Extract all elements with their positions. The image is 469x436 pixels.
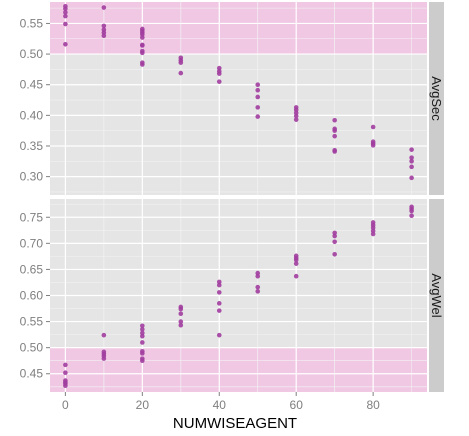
data-point	[216, 65, 222, 71]
data-point	[63, 370, 68, 376]
data-point	[409, 155, 414, 160]
x-axis-title: NUMWISEAGENT	[173, 415, 297, 432]
data-point	[140, 327, 145, 332]
panel-avgsec: 0.30 0.35 0.40 0.45 0.50 0.55 AvgSec	[20, 2, 444, 195]
data-point	[140, 48, 145, 54]
data-point	[332, 239, 337, 245]
data-point	[332, 117, 337, 123]
data-point	[255, 289, 261, 294]
y-tick-label: 0.45	[20, 78, 44, 92]
data-point	[140, 330, 145, 336]
data-point	[178, 322, 184, 328]
y-tick-label: 0.50	[20, 341, 44, 355]
facet-strip	[429, 2, 444, 195]
highlight-band	[50, 2, 427, 55]
x-tick-label: 0	[62, 398, 69, 412]
y-tick-label: 0.75	[20, 210, 44, 224]
data-point	[255, 94, 261, 100]
y-tick-label: 0.50	[20, 47, 44, 61]
data-point	[255, 114, 261, 119]
y-tick-label: 0.35	[20, 139, 44, 153]
x-tick-label: 40	[213, 398, 227, 412]
data-point	[409, 204, 414, 210]
panel-avgwel: 0.45 0.50 0.55 0.60 0.65 0.70 0.75 AvgWel	[20, 199, 444, 392]
facet-strip-label: AvgSec	[429, 76, 444, 121]
data-point	[140, 26, 145, 32]
x-tick-label: 80	[366, 398, 380, 412]
data-point	[101, 23, 107, 29]
data-point	[63, 41, 68, 47]
y-tick-label: 0.70	[20, 236, 44, 250]
data-point	[370, 139, 376, 144]
y-tick-label: 0.40	[20, 108, 44, 122]
data-point	[216, 308, 222, 313]
data-point	[255, 82, 261, 88]
panels-layer: 0.300.350.400.450.500.55AvgSec0.450.500.…	[20, 2, 444, 392]
data-point	[63, 10, 68, 15]
data-point	[101, 332, 107, 338]
data-point	[409, 159, 414, 164]
x-tick-label: 20	[136, 398, 150, 412]
data-point	[63, 3, 68, 9]
data-point	[255, 270, 261, 276]
data-point	[178, 304, 184, 310]
data-point	[370, 220, 376, 225]
data-point	[63, 362, 68, 368]
data-point	[332, 251, 337, 257]
data-point	[255, 87, 261, 93]
data-point	[293, 261, 299, 266]
y-tick-label: 0.55	[20, 315, 44, 329]
data-point	[178, 55, 184, 61]
data-point	[409, 213, 414, 218]
data-point	[332, 147, 337, 153]
data-point	[101, 5, 107, 10]
data-point	[63, 378, 68, 383]
data-point	[332, 230, 337, 236]
data-point	[332, 126, 337, 132]
data-point	[409, 147, 414, 152]
data-point	[178, 311, 184, 317]
y-tick-label: 0.60	[20, 289, 44, 303]
data-point	[216, 332, 222, 338]
data-point	[101, 27, 107, 32]
data-point	[216, 79, 222, 84]
data-point	[332, 133, 337, 139]
data-point	[140, 42, 145, 48]
data-point	[140, 60, 145, 65]
x-tick-label: 60	[290, 398, 304, 412]
facet-strip	[429, 199, 444, 392]
data-point	[63, 13, 68, 19]
data-point	[216, 279, 222, 285]
data-point	[293, 253, 299, 259]
data-point	[216, 301, 222, 306]
data-point	[101, 349, 107, 355]
y-tick-label: 0.65	[20, 262, 44, 276]
data-point	[370, 124, 376, 130]
data-point	[409, 164, 414, 170]
data-point	[216, 290, 222, 295]
y-tick-label: 0.55	[20, 16, 44, 30]
data-point	[293, 273, 299, 279]
data-point	[255, 284, 261, 290]
data-point	[140, 349, 145, 354]
data-point	[178, 319, 184, 324]
data-point	[63, 21, 68, 27]
x-axis: 0 20 40 60 80	[62, 392, 380, 412]
facet-strip-label: AvgWel	[429, 273, 444, 317]
data-point	[140, 323, 145, 329]
y-tick-label: 0.45	[20, 367, 44, 381]
data-point	[255, 105, 261, 110]
y-tick-label: 0.30	[20, 170, 44, 184]
highlight-band	[50, 347, 427, 392]
data-point	[409, 175, 414, 181]
data-point	[178, 70, 184, 76]
data-point	[140, 340, 145, 345]
data-point	[293, 117, 299, 122]
data-point	[140, 356, 145, 361]
data-point	[293, 105, 299, 110]
